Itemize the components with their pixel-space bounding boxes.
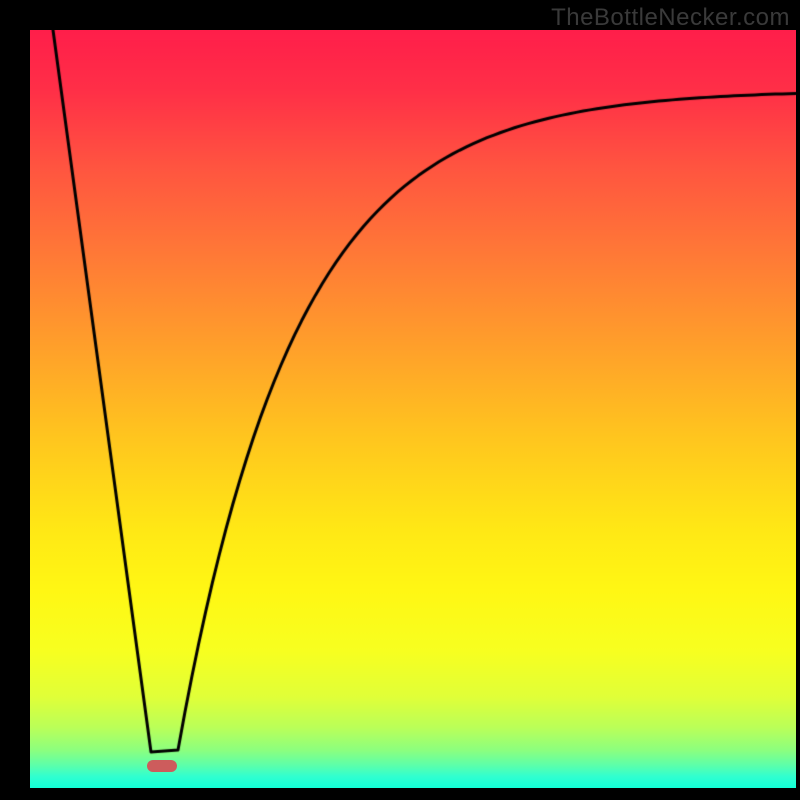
plot-area	[30, 30, 796, 788]
watermark-text: TheBottleNecker.com	[551, 4, 790, 32]
chart-container: TheBottleNecker.com	[0, 0, 800, 800]
bottleneck-marker	[147, 760, 177, 772]
